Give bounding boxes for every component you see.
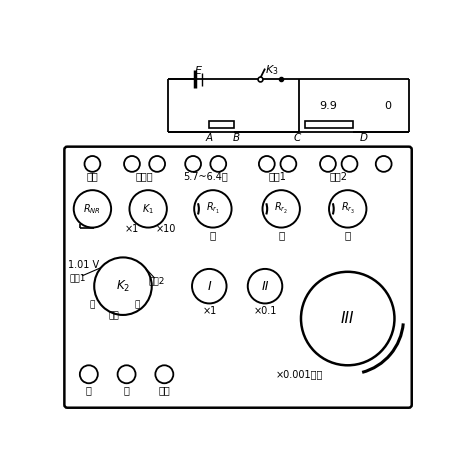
- Text: 短路: 短路: [159, 385, 170, 395]
- Text: 细: 细: [124, 385, 130, 395]
- Circle shape: [192, 269, 227, 304]
- Text: 标准: 标准: [109, 311, 119, 320]
- Circle shape: [117, 365, 136, 383]
- Text: $K_2$: $K_2$: [116, 279, 130, 294]
- Circle shape: [124, 156, 140, 172]
- Circle shape: [194, 190, 232, 227]
- Text: $C$: $C$: [293, 131, 302, 143]
- Text: $R_{NR}$: $R_{NR}$: [83, 202, 102, 216]
- Text: $R_{r_1}$: $R_{r_1}$: [206, 201, 220, 216]
- Circle shape: [301, 272, 395, 365]
- Text: 中: 中: [278, 231, 285, 241]
- Text: 细: 细: [344, 231, 351, 241]
- Text: 0: 0: [384, 101, 391, 112]
- Text: ×1: ×1: [125, 224, 139, 234]
- Text: $E$: $E$: [194, 64, 203, 77]
- Circle shape: [80, 365, 98, 383]
- Text: ×0.001毫伏: ×0.001毫伏: [276, 369, 323, 379]
- Bar: [305, 121, 353, 128]
- Text: $A$: $A$: [205, 131, 214, 143]
- FancyBboxPatch shape: [65, 147, 412, 408]
- Text: 1.01 V: 1.01 V: [68, 260, 99, 269]
- Bar: [209, 121, 234, 128]
- Text: 未知2: 未知2: [149, 276, 165, 285]
- Text: III: III: [341, 311, 354, 326]
- Circle shape: [74, 190, 111, 227]
- Circle shape: [248, 269, 282, 304]
- Circle shape: [263, 190, 300, 227]
- Text: 粗: 粗: [210, 231, 216, 241]
- Circle shape: [155, 365, 173, 383]
- Circle shape: [329, 190, 366, 227]
- Circle shape: [94, 257, 152, 315]
- Text: $K_3$: $K_3$: [265, 64, 279, 78]
- Circle shape: [376, 156, 392, 172]
- Text: 未知1: 未知1: [269, 171, 286, 181]
- Text: II: II: [261, 280, 269, 293]
- Circle shape: [342, 156, 358, 172]
- Text: 未知2: 未知2: [330, 171, 348, 181]
- Circle shape: [259, 156, 275, 172]
- Text: ×1: ×1: [202, 306, 216, 316]
- Circle shape: [210, 156, 226, 172]
- Text: 5.7~6.4伏: 5.7~6.4伏: [183, 171, 228, 181]
- Text: 检流计: 检流计: [136, 171, 154, 181]
- Circle shape: [130, 190, 167, 227]
- Text: $D$: $D$: [359, 131, 369, 143]
- Text: $B$: $B$: [232, 131, 241, 143]
- Text: 粗: 粗: [86, 385, 92, 395]
- Text: $R_{r_2}$: $R_{r_2}$: [274, 201, 288, 216]
- Circle shape: [280, 156, 296, 172]
- Text: 标准: 标准: [87, 171, 98, 181]
- Text: ×0.1: ×0.1: [253, 306, 277, 316]
- Circle shape: [149, 156, 165, 172]
- Text: I: I: [207, 280, 211, 293]
- Circle shape: [185, 156, 201, 172]
- Text: 9.9: 9.9: [319, 101, 337, 112]
- Text: 断: 断: [89, 300, 95, 309]
- Circle shape: [85, 156, 100, 172]
- Text: 断: 断: [135, 300, 140, 309]
- Text: ×10: ×10: [156, 224, 176, 234]
- Text: $K_1$: $K_1$: [142, 202, 154, 216]
- Text: 未知1: 未知1: [69, 273, 86, 283]
- Circle shape: [320, 156, 336, 172]
- Text: $R_{r_3}$: $R_{r_3}$: [341, 201, 355, 216]
